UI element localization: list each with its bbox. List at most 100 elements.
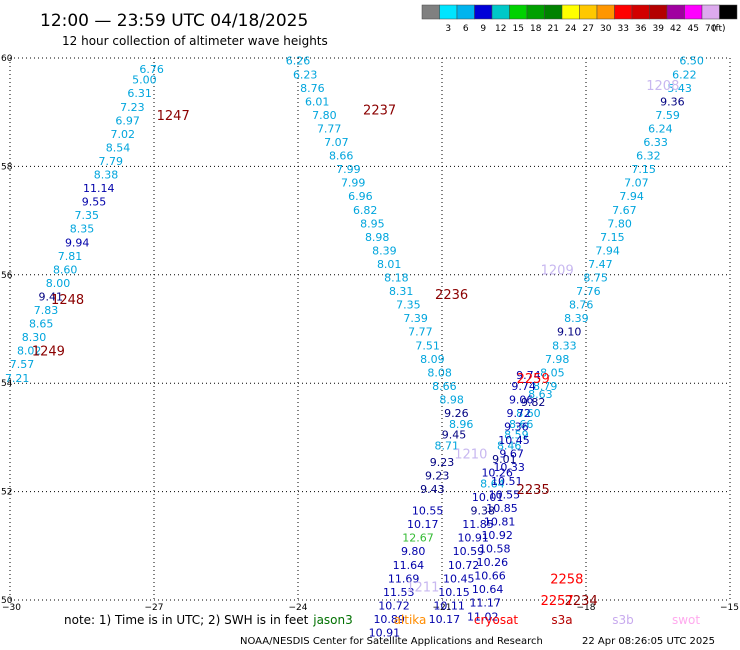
scale-swatch (474, 4, 493, 20)
chart-title: 12:00 — 23:59 UTC 04/18/2025 (40, 11, 308, 31)
scale-label: 39 (653, 24, 665, 34)
wave-height-label: 10.17 (407, 518, 439, 531)
y-tick-label: 60 (1, 54, 13, 64)
wave-height-label: 9.82 (521, 396, 546, 409)
wave-height-label: 10.51 (491, 475, 523, 488)
wave-height-label: 11.17 (469, 597, 501, 610)
y-tick-label: 52 (1, 488, 12, 498)
pass-time-label: 2257 (541, 594, 574, 609)
wave-height-label: 10.55 (489, 488, 521, 501)
wave-height-label: 9.45 (442, 429, 467, 442)
satellite-label-s3b: s3b (612, 613, 634, 627)
wave-height-label: 10.72 (448, 559, 480, 572)
wave-height-label: 7.80 (312, 109, 337, 122)
wave-height-label: 5.43 (667, 82, 692, 95)
wave-height-label: 9.74 (511, 380, 536, 393)
wave-height-label: 7.76 (576, 285, 601, 298)
wave-height-values: 6.765.006.317.236.977.028.547.798.3811.1… (5, 55, 704, 640)
scale-label: 18 (530, 24, 542, 34)
scale-swatch (491, 4, 510, 20)
wave-height-label: 6.76 (139, 63, 164, 76)
wave-height-label: 8.64 (480, 477, 505, 490)
wave-height-label: 9.67 (499, 448, 524, 461)
wave-height-label: 9.74 (516, 369, 541, 382)
footer-timestamp: 22 Apr 08:26:05 UTC 2025 (582, 636, 715, 647)
wave-height-label: 7.02 (111, 128, 136, 141)
scale-label: 36 (635, 24, 647, 34)
satellite-label-cryosat: cryosat (474, 613, 519, 627)
wave-height-label: 8.18 (384, 272, 409, 285)
scale-swatch (649, 4, 668, 20)
wave-height-label: 7.57 (10, 358, 35, 371)
wave-height-label: 7.59 (655, 109, 680, 122)
wave-height-label: 6.33 (643, 136, 668, 149)
wave-height-label: 6.82 (353, 204, 378, 217)
plot-grid (9, 57, 731, 601)
pass-time-labels: 1247 1248 1249 2237 2236 2259 2235 2258 22342257… (32, 79, 679, 609)
wave-height-label: 7.77 (408, 326, 433, 339)
wave-height-label: 8.98 (439, 393, 464, 406)
scale-swatch (666, 4, 685, 20)
pass-time-label: 1247 (157, 109, 190, 124)
wave-height-label: 10.66 (474, 570, 506, 583)
wave-height-label: 11.85 (462, 518, 494, 531)
wave-height-label: 8.39 (372, 244, 397, 257)
scale-swatch (684, 4, 703, 20)
wave-height-label: 8.76 (300, 82, 325, 95)
scale-label: 12 (495, 24, 506, 34)
scale-label: 45 (688, 24, 699, 34)
wave-height-label: 7.77 (317, 122, 342, 135)
wave-height-label: 8.05 (540, 366, 565, 379)
wave-height-label: 9.26 (444, 407, 469, 420)
wave-height-label: 8.59 (504, 429, 529, 442)
wave-height-label: 9.01 (492, 453, 517, 466)
scale-swatch (614, 4, 633, 20)
pass-time-label: 1208 (646, 79, 679, 94)
wave-height-label: 8.65 (29, 318, 54, 331)
wave-height-label: 11.69 (388, 572, 420, 585)
satellite-label-s3a: s3a (551, 613, 572, 627)
scale-label: 6 (463, 24, 469, 34)
wave-height-label: 8.98 (365, 231, 390, 244)
scale-swatch (579, 4, 598, 20)
wave-height-label: 9.43 (420, 483, 445, 496)
wave-height-label: 8.54 (106, 141, 131, 154)
wave-height-label: 7.15 (631, 163, 656, 176)
x-tick-label: −24 (289, 603, 308, 613)
wave-height-label: 8.02 (17, 345, 42, 358)
x-tick-label: −30 (2, 603, 21, 613)
pass-time-label: 1248 (51, 293, 84, 308)
pass-time-label: 2237 (363, 103, 396, 118)
scale-swatch (596, 4, 615, 20)
wave-height-label: 10.64 (472, 583, 504, 596)
wave-height-label: 7.98 (545, 353, 570, 366)
wave-height-label: 7.80 (607, 217, 632, 230)
wave-height-label: 10.01 (472, 491, 504, 504)
wave-height-label: 7.94 (595, 244, 620, 257)
wave-height-label: 7.83 (34, 304, 59, 317)
scale-label: 70 (705, 24, 717, 34)
satellite-label-swot: swot (672, 613, 700, 627)
scale-swatch (439, 4, 458, 20)
wave-height-label: 10.89 (373, 613, 405, 626)
wave-height-label: 8.35 (70, 223, 95, 236)
wave-height-label: 10.72 (378, 599, 410, 612)
scale-label: 27 (583, 24, 594, 34)
scale-swatch (526, 4, 545, 20)
wave-height-label: 6.96 (348, 190, 373, 203)
wave-height-label: 10.85 (486, 502, 518, 515)
wave-height-label: 8.76 (569, 299, 594, 312)
x-tick-label: −18 (577, 603, 596, 613)
wave-height-label: 8.71 (435, 440, 460, 453)
wave-height-label: 10.55 (412, 505, 444, 518)
wave-height-label: 8.01 (377, 258, 402, 271)
wave-height-label: 8.66 (432, 380, 457, 393)
wave-height-label: 8.95 (360, 217, 385, 230)
pass-time-label: 2258 (550, 572, 583, 587)
wave-height-label: 11.64 (393, 559, 425, 572)
wave-height-label: 6.01 (305, 95, 330, 108)
wave-height-label: 8.79 (533, 380, 558, 393)
scale-label: 42 (670, 24, 681, 34)
wave-height-label: 10.81 (484, 515, 516, 528)
